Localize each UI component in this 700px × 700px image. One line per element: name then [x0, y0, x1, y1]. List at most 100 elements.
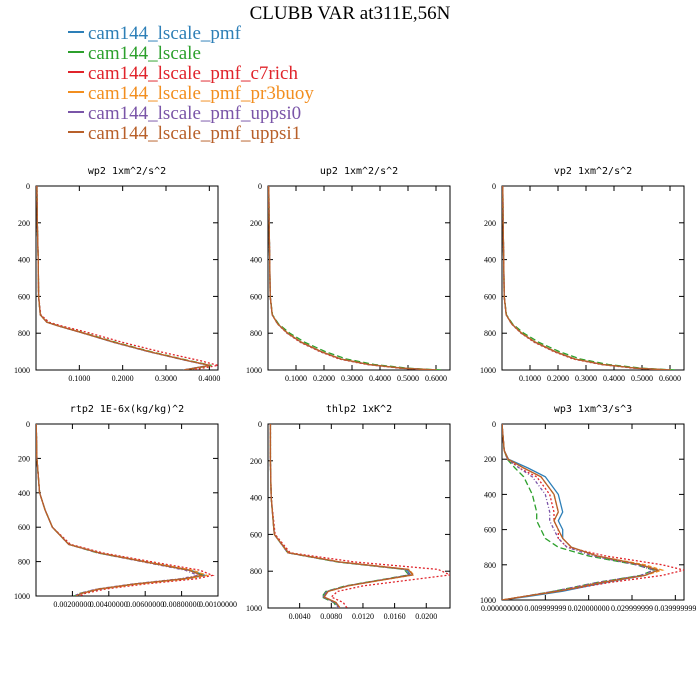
y-tick-label: 200	[18, 219, 30, 228]
series-line	[268, 186, 437, 370]
panel-title: up2 1xm^2/s^2	[320, 166, 398, 177]
x-tick-label: 0.3000	[341, 374, 363, 383]
y-tick-label: 0	[492, 420, 496, 429]
y-tick-label: 400	[250, 494, 262, 503]
y-tick-label: 1000	[246, 604, 262, 613]
series-line	[502, 186, 671, 370]
y-tick-label: 0	[258, 182, 262, 191]
series-line	[269, 424, 412, 608]
x-tick-label: 0.020000000	[568, 604, 610, 613]
y-tick-label: 0	[26, 182, 30, 191]
series-line	[36, 186, 218, 370]
series-line	[268, 186, 442, 370]
legend-swatch	[68, 30, 84, 33]
series-line	[502, 186, 670, 370]
series-line	[36, 424, 206, 596]
x-tick-label: 0.029999999	[611, 604, 653, 613]
x-tick-label: 0.5000	[631, 374, 653, 383]
y-tick-label: 800	[484, 561, 496, 570]
series-line	[36, 424, 201, 596]
y-tick-label: 1000	[480, 366, 496, 375]
series-line	[36, 424, 208, 596]
series-line	[268, 186, 436, 370]
series-line	[502, 186, 671, 370]
legend-item: cam144_lscale_pmf_uppsi1	[68, 124, 314, 144]
y-tick-label: 1000	[14, 592, 30, 601]
series-line	[502, 424, 684, 600]
series-line	[502, 186, 668, 370]
panel-title: wp2 1xm^2/s^2	[88, 166, 166, 177]
y-tick-label: 400	[250, 256, 262, 265]
x-tick-label: 0.0160	[384, 612, 406, 621]
y-tick-label: 600	[18, 292, 30, 301]
x-tick-label: 0.00100000	[199, 600, 237, 609]
panel-title: thlp2 1xK^2	[326, 404, 392, 415]
y-tick-label: 400	[18, 489, 30, 498]
plot-panel: thlp2 1xK^2 0 200 400 600 800 1000 0.0040 0.0080…	[246, 404, 451, 621]
series-line	[502, 424, 656, 600]
series-line	[268, 186, 437, 370]
y-tick-label: 1000	[14, 366, 30, 375]
y-tick-label: 200	[250, 457, 262, 466]
legend-item: cam144_lscale	[68, 44, 314, 64]
panel-frame	[35, 423, 219, 597]
plot-panel: up2 1xm^2/s^2 0 200 400 600 800 1000 0.1000 0.20…	[246, 166, 451, 383]
legend-item: cam144_lscale_pmf_pr3buoy	[68, 84, 314, 104]
series-line	[269, 424, 411, 608]
x-tick-label: 0.0120	[352, 612, 374, 621]
x-tick-label: 0.2000	[112, 374, 134, 383]
series-line	[36, 424, 215, 596]
x-tick-label: 0.4000	[369, 374, 391, 383]
x-tick-label: 0.1000	[519, 374, 541, 383]
series-line	[269, 424, 450, 608]
panel-frame	[267, 185, 451, 371]
legend-label: cam144_lscale	[88, 43, 201, 64]
legend-label: cam144_lscale_pmf_uppsi1	[88, 123, 302, 144]
x-tick-label: 0.00400000	[90, 600, 128, 609]
y-tick-label: 800	[18, 558, 30, 567]
y-tick-label: 600	[484, 292, 496, 301]
x-tick-label: 0.6000	[425, 374, 447, 383]
legend-swatch	[68, 50, 84, 53]
panel-frame	[501, 185, 685, 371]
y-tick-label: 200	[484, 455, 496, 464]
legend-swatch	[68, 130, 84, 133]
x-tick-label: 0.039999999	[654, 604, 696, 613]
plot-panel: wp2 1xm^2/s^2 0 200 400 600 800 1000 0.1000 0.20…	[14, 166, 220, 383]
legend-swatch	[68, 110, 84, 113]
y-tick-label: 400	[18, 256, 30, 265]
y-tick-label: 600	[18, 523, 30, 532]
y-tick-label: 800	[250, 567, 262, 576]
legend-item: cam144_lscale_pmf_c7rich	[68, 64, 314, 84]
y-tick-label: 1000	[480, 596, 496, 605]
x-tick-label: 0.0200	[415, 612, 437, 621]
legend: cam144_lscale_pmf cam144_lscale cam144_l…	[68, 24, 314, 144]
y-tick-label: 200	[18, 454, 30, 463]
x-tick-label: 0.0040	[289, 612, 311, 621]
series-line	[502, 424, 660, 600]
figure-title: CLUBB VAR at311E,56N	[249, 3, 451, 24]
y-tick-label: 0	[492, 182, 496, 191]
x-tick-label: 0.00800000	[163, 600, 201, 609]
legend-label: cam144_lscale_pmf_uppsi0	[88, 103, 302, 124]
y-tick-label: 600	[250, 530, 262, 539]
y-tick-label: 1000	[246, 366, 262, 375]
y-tick-label: 800	[250, 329, 262, 338]
y-tick-label: 0	[26, 420, 30, 429]
series-line	[269, 424, 411, 608]
x-tick-label: 0.4000	[198, 374, 220, 383]
y-tick-label: 600	[484, 526, 496, 535]
series-line	[268, 186, 437, 370]
legend-label: cam144_lscale_pmf_pr3buoy	[88, 83, 314, 104]
x-tick-label: 0.1000	[285, 374, 307, 383]
x-tick-label: 0.3000	[575, 374, 597, 383]
legend-swatch	[68, 90, 84, 93]
panel-title: rtp2 1E-6x(kg/kg)^2	[70, 404, 184, 415]
series-line	[502, 186, 671, 370]
plot-panel: rtp2 1E-6x(kg/kg)^2 0 200 400 600 800 1000 0.00…	[14, 404, 237, 609]
series-line	[269, 424, 415, 608]
series-line	[36, 186, 210, 370]
x-tick-label: 0.2000	[313, 374, 335, 383]
y-tick-label: 400	[484, 256, 496, 265]
